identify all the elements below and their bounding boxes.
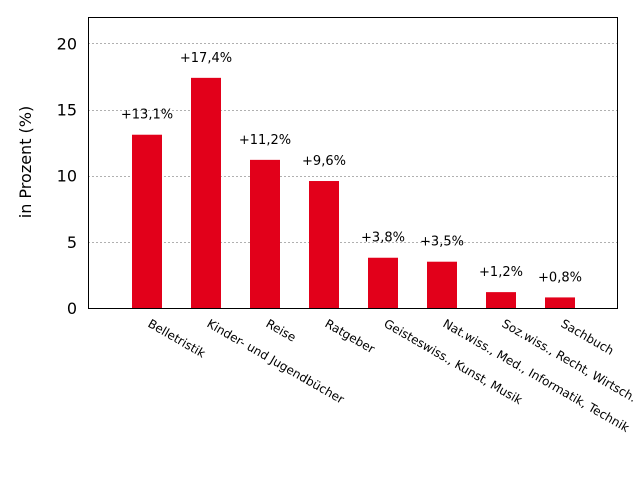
- data-label: +3,8%: [361, 231, 405, 246]
- y-tick-label: 15: [57, 101, 77, 120]
- bar: [486, 292, 516, 308]
- y-tick-label: 5: [67, 233, 77, 252]
- plot-frame: [88, 17, 618, 309]
- bars: [132, 77, 575, 308]
- data-label: +3,5%: [420, 235, 464, 250]
- y-tick-label: 10: [57, 167, 77, 186]
- grid-lines: [88, 43, 617, 243]
- y-tick-label: 20: [57, 34, 77, 53]
- bar: [191, 77, 221, 308]
- y-tick-labels: 0 5 10 15 20: [57, 34, 77, 318]
- data-label: +11,2%: [239, 133, 291, 148]
- bar: [545, 297, 575, 308]
- y-tick-label: 0: [67, 299, 77, 318]
- bar: [132, 134, 162, 308]
- data-label: +0,8%: [538, 270, 582, 285]
- bar: [250, 159, 280, 308]
- x-tick-label: Ratgeber: [323, 316, 378, 356]
- data-label: +9,6%: [302, 154, 346, 169]
- data-label: +17,4%: [180, 51, 232, 66]
- bar: [309, 181, 339, 308]
- y-axis-title: in Prozent (%): [16, 106, 35, 218]
- x-tick-label: Reise: [264, 316, 299, 344]
- data-labels: +13,1% +17,4% +11,2% +9,6% +3,8% +3,5% +1,2% +0…: [121, 51, 582, 286]
- bar: [427, 261, 457, 308]
- data-label: +1,2%: [479, 265, 523, 280]
- x-tick-label: Belletristik: [146, 316, 208, 360]
- data-label: +13,1%: [121, 108, 173, 123]
- bar: [368, 257, 398, 308]
